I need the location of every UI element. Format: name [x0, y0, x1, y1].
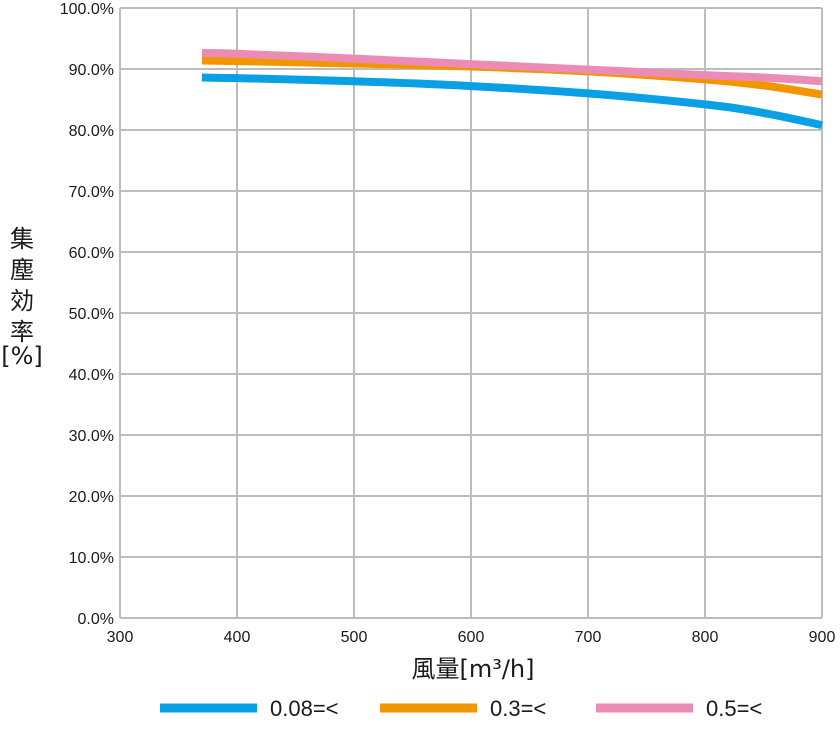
y-tick-labels: 0.0% 10.0% 20.0% 30.0% 40.0% 50.0% 60.0% 70.0% 8… — [60, 1, 114, 628]
x-tick-label: 700 — [575, 629, 602, 646]
x-tick-label: 400 — [224, 629, 251, 646]
y-axis-title-char: 効 — [10, 287, 34, 315]
y-tick-label: 20.0% — [69, 489, 114, 506]
x-tick-label: 600 — [458, 629, 485, 646]
y-axis-title-char: 集 — [10, 225, 34, 253]
legend-label-0: 0.08=< — [270, 696, 339, 721]
x-tick-labels: 300 400 500 600 700 800 900 — [107, 629, 836, 646]
y-tick-label: 40.0% — [69, 367, 114, 384]
legend: 0.08=< 0.3=< 0.5=< — [160, 696, 762, 721]
y-axis-title-char: [%] — [1, 342, 43, 370]
grid — [119, 7, 823, 619]
y-tick-label: 80.0% — [69, 123, 114, 140]
y-tick-label: 70.0% — [69, 184, 114, 201]
y-axis-title-char: 率 — [10, 318, 34, 346]
y-tick-label: 90.0% — [69, 62, 114, 79]
x-tick-label: 800 — [692, 629, 719, 646]
y-tick-label: 50.0% — [69, 306, 114, 323]
legend-label-1: 0.3=< — [490, 696, 546, 721]
series-line-0 — [201, 73, 823, 130]
x-axis-title: 風量[m³/h] — [411, 655, 534, 683]
y-tick-label: 100.0% — [60, 1, 114, 18]
x-tick-label: 900 — [809, 629, 836, 646]
series-line-2 — [201, 49, 823, 86]
x-tick-label: 300 — [107, 629, 134, 646]
legend-label-2: 0.5=< — [706, 696, 762, 721]
x-tick-label: 500 — [341, 629, 368, 646]
y-axis-title-char: 塵 — [10, 256, 34, 284]
y-tick-label: 60.0% — [69, 245, 114, 262]
series-lines — [201, 49, 823, 130]
y-tick-label: 30.0% — [69, 428, 114, 445]
y-tick-label: 0.0% — [78, 611, 114, 628]
y-tick-label: 10.0% — [69, 550, 114, 567]
